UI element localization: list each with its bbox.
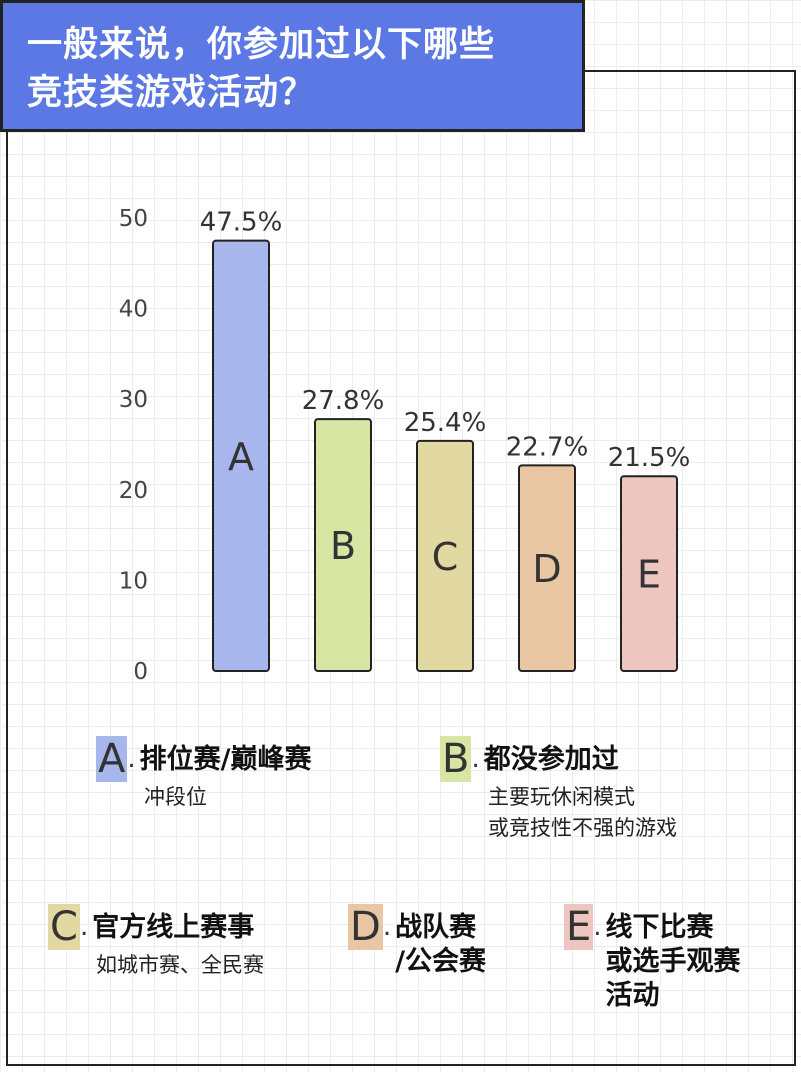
y-tick-label: 0	[133, 659, 148, 685]
value-label: 22.7%	[506, 432, 589, 462]
legend-label: 线下比赛 或选手观赛 活动	[605, 912, 741, 1011]
legend-dot: .	[593, 912, 602, 942]
legend-label: 排位赛/巅峰赛	[139, 744, 312, 775]
category-label: A	[228, 435, 254, 479]
value-label: 47.5%	[200, 208, 283, 238]
y-tick-label: 40	[119, 297, 148, 323]
value-label: 27.8%	[302, 386, 385, 416]
legend-letter: C	[48, 904, 80, 950]
legend-item-a: A. 排位赛/巅峰赛 冲段位	[96, 736, 312, 813]
legend-label: 都没参加过	[483, 744, 619, 775]
legend-label: 官方线上赛事	[92, 912, 255, 943]
bar-e	[620, 475, 678, 672]
bar-b	[314, 418, 372, 672]
category-label: C	[432, 535, 459, 579]
y-tick-label: 20	[119, 478, 148, 504]
bar-d	[518, 464, 576, 673]
legend-dot: .	[127, 744, 136, 774]
legend-letter: E	[564, 904, 594, 950]
title-line-2: 竞技类游戏活动？	[27, 73, 316, 113]
legend-label: 战队赛 /公会赛	[395, 912, 486, 977]
value-label: 25.4%	[404, 408, 487, 438]
title-line-1: 一般来说，你参加过以下哪些	[27, 25, 496, 65]
bar-a	[212, 239, 270, 672]
legend-sub: 主要玩休闲模式 或竞技性不强的游戏	[488, 785, 677, 840]
y-tick-label: 50	[119, 206, 148, 232]
legend-item-d: D. 战队赛 /公会赛	[348, 904, 486, 979]
bar-chart: 0 10 20 30 40 50 47.5% A 27.8% B 25.4% C 22.7% D 21.5%…	[119, 206, 691, 685]
legend-letter: A	[96, 736, 128, 782]
legend-item-b: B. 都没参加过 主要玩休闲模式 或竞技性不强的游戏	[440, 736, 677, 844]
legend-dot: .	[471, 744, 480, 774]
value-label: 21.5%	[608, 443, 691, 473]
title-banner: 一般来说，你参加过以下哪些 竞技类游戏活动？	[0, 0, 585, 132]
legend-sub: 冲段位	[144, 785, 207, 809]
legend-item-c: C. 官方线上赛事 如城市赛、全民赛	[48, 904, 264, 981]
legend-letter: B	[440, 736, 472, 782]
legend-letter: D	[348, 904, 383, 950]
y-tick-label: 30	[119, 387, 148, 413]
legend-item-e: E. 线下比赛 或选手观赛 活动	[564, 904, 741, 1013]
y-tick-label: 10	[119, 568, 148, 594]
category-label: E	[637, 553, 661, 597]
category-label: D	[532, 547, 561, 591]
legend-sub: 如城市赛、全民赛	[96, 953, 264, 977]
category-label: B	[330, 524, 356, 568]
legend-dot: .	[382, 912, 392, 942]
bar-c	[416, 439, 474, 672]
legend-dot: .	[79, 912, 89, 942]
